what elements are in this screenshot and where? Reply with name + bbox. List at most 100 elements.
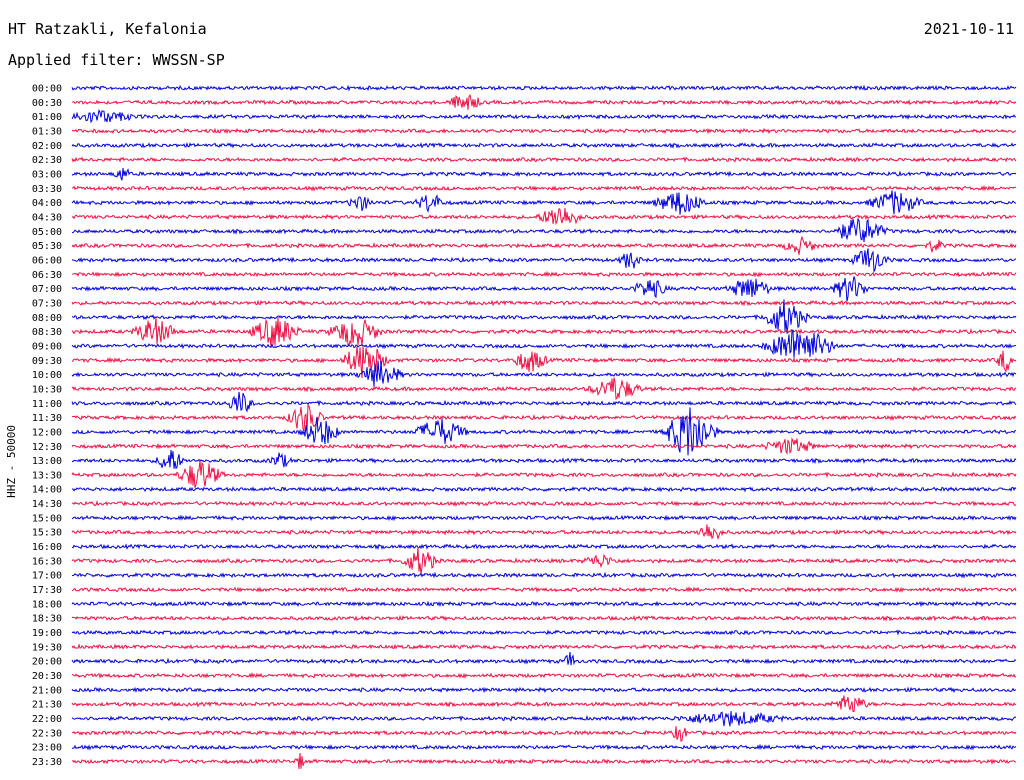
seismic-trace-row	[71, 184, 1017, 192]
seismic-trace-row	[71, 407, 1017, 456]
seismic-trace-row	[71, 586, 1017, 593]
time-label: 19:30	[32, 642, 62, 653]
seismic-trace-row	[71, 328, 1017, 358]
time-label: 00:30	[32, 98, 62, 109]
seismic-trace-row	[71, 726, 1017, 742]
seismic-trace-row	[71, 276, 1017, 302]
seismic-trace-row	[71, 270, 1017, 278]
time-label: 17:00	[32, 571, 62, 582]
seismic-trace-row	[71, 711, 1017, 727]
filter-label: Applied filter: WWSSN-SP	[8, 51, 225, 69]
seismic-trace-row	[71, 485, 1017, 493]
time-label: 13:00	[32, 456, 62, 467]
time-label: 18:30	[32, 614, 62, 625]
seismic-trace-row	[71, 299, 1017, 334]
seismic-trace-row	[71, 404, 1017, 434]
seismic-trace-row	[71, 142, 1017, 149]
seismic-trace-row	[71, 743, 1017, 751]
time-label: 11:00	[32, 399, 62, 410]
seismic-trace-row	[71, 695, 1017, 713]
time-label: 20:30	[32, 671, 62, 682]
seismic-trace-row	[71, 449, 1017, 470]
time-label: 18:00	[32, 599, 62, 610]
time-label: 13:30	[32, 470, 62, 481]
time-label: 04:30	[32, 212, 62, 223]
seismic-trace-row	[71, 614, 1017, 622]
seismic-trace-row	[71, 168, 1017, 181]
seismic-trace-row	[71, 543, 1017, 551]
time-label: 05:30	[32, 241, 62, 252]
seismic-trace-row	[71, 436, 1017, 455]
time-label: 14:30	[32, 499, 62, 510]
seismic-trace-row	[71, 84, 1017, 92]
seismic-trace-row	[71, 600, 1017, 608]
time-label: 09:00	[32, 341, 62, 352]
time-label: 06:30	[32, 270, 62, 281]
seismic-trace-row	[71, 235, 1017, 255]
time-axis-labels: 00:00 00:30 01:00 01:30 02:00 02:30 03:00 03:30…	[32, 84, 62, 769]
seismic-trace-row	[71, 514, 1017, 522]
time-label: 05:00	[32, 227, 62, 238]
time-label: 09:30	[32, 356, 62, 367]
time-label: 15:00	[32, 513, 62, 524]
seismic-trace-row	[71, 346, 1017, 379]
seismic-trace-row	[71, 547, 1017, 575]
time-label: 01:30	[32, 126, 62, 137]
time-label: 22:00	[32, 714, 62, 725]
seismic-trace-row	[71, 299, 1017, 307]
seismic-trace-row	[71, 127, 1017, 135]
time-label: 16:30	[32, 556, 62, 567]
time-label: 03:00	[32, 169, 62, 180]
seismic-trace-row	[71, 377, 1017, 400]
station-title: HT Ratzakli, Kefalonia	[8, 20, 207, 38]
time-label: 15:30	[32, 528, 62, 539]
time-label: 06:00	[32, 255, 62, 266]
seismic-traces	[71, 84, 1017, 770]
time-label: 03:30	[32, 184, 62, 195]
time-label: 21:30	[32, 700, 62, 711]
time-label: 21:00	[32, 685, 62, 696]
seismic-trace-row	[71, 752, 1016, 770]
time-label: 23:30	[32, 757, 62, 768]
time-label: 16:00	[32, 542, 62, 553]
seismic-trace-row	[72, 217, 1017, 243]
seismic-trace-row	[71, 156, 1017, 163]
seismic-trace-row	[71, 524, 1017, 541]
seismic-trace-row	[71, 360, 1017, 387]
time-label: 19:00	[32, 628, 62, 639]
time-label: 08:00	[32, 313, 62, 324]
time-label: 23:00	[32, 743, 62, 754]
seismic-trace-row	[71, 190, 1017, 215]
time-label: 02:30	[32, 155, 62, 166]
time-label: 17:30	[32, 585, 62, 596]
seismic-trace-row	[71, 500, 1017, 507]
seismic-trace-row	[71, 248, 1017, 274]
seismic-trace-row	[71, 109, 1017, 124]
seismic-trace-row	[71, 316, 1017, 347]
seismic-trace-row	[71, 93, 1017, 110]
time-label: 12:30	[32, 442, 62, 453]
time-label: 07:30	[32, 298, 62, 309]
time-label: 04:00	[32, 198, 62, 209]
seismic-trace-row	[71, 643, 1017, 651]
time-label: 07:00	[32, 284, 62, 295]
seismic-trace-row	[71, 686, 1017, 694]
time-label: 20:00	[32, 657, 62, 668]
time-label: 10:00	[32, 370, 62, 381]
seismic-trace-row	[71, 391, 1017, 413]
time-label: 14:00	[32, 485, 62, 496]
date-label: 2021-10-11	[923, 20, 1014, 38]
time-label: 01:00	[32, 112, 62, 123]
time-label: 12:00	[32, 427, 62, 438]
seismic-trace-row	[71, 571, 1017, 579]
seismic-trace-row	[71, 651, 1017, 666]
seismic-trace-row	[71, 208, 1017, 226]
seismic-trace-row	[71, 460, 1017, 488]
time-label: 08:30	[32, 327, 62, 338]
seismic-trace-row	[71, 629, 1017, 636]
time-label: 10:30	[32, 384, 62, 395]
seismic-trace-row	[71, 672, 1017, 679]
time-label: 11:30	[32, 413, 62, 424]
time-label: 00:00	[32, 84, 62, 95]
